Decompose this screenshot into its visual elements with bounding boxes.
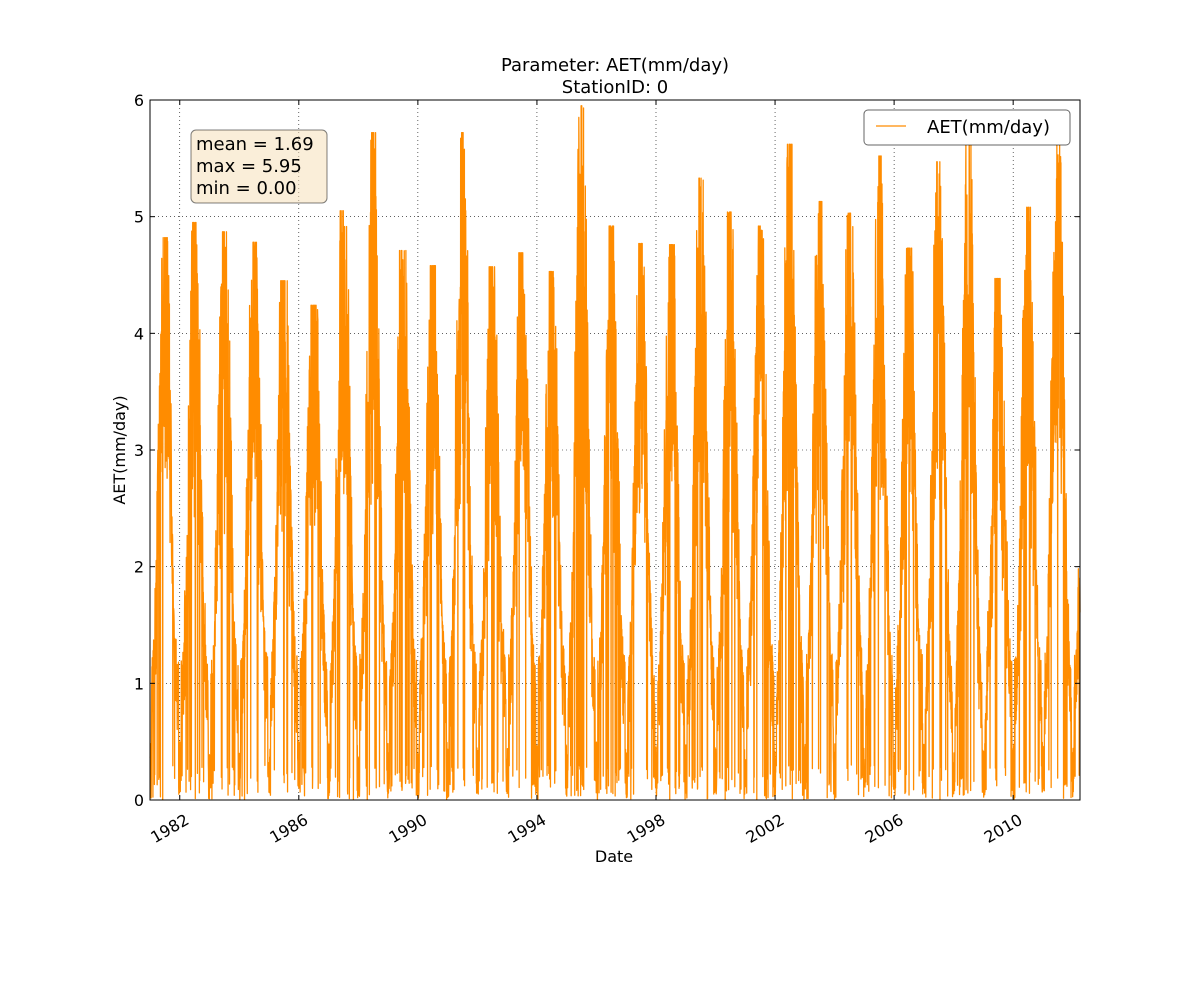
series-aet xyxy=(149,105,1081,801)
aet-series-line xyxy=(149,105,1081,801)
stats-max: max = 5.95 xyxy=(196,156,302,177)
y-axis-label: AET(mm/day) xyxy=(110,395,129,504)
stats-min: min = 0.00 xyxy=(196,178,297,199)
legend: AET(mm/day) xyxy=(863,109,1071,146)
stats-box: mean = 1.69 max = 5.95 min = 0.00 xyxy=(190,129,328,204)
y-tick-label: 3 xyxy=(134,441,144,460)
chart-title: Parameter: AET(mm/day) xyxy=(501,55,729,76)
stats-box-background xyxy=(190,129,328,204)
legend-label: AET(mm/day) xyxy=(927,117,1050,138)
y-tick-label: 5 xyxy=(134,208,144,227)
y-tick-label: 4 xyxy=(134,324,144,343)
y-tick-label: 6 xyxy=(134,91,144,110)
chart-subtitle: StationID: 0 xyxy=(562,77,668,98)
y-tick-label: 2 xyxy=(134,558,144,577)
y-tick-label: 0 xyxy=(134,791,144,810)
legend-box xyxy=(863,109,1071,146)
stats-mean: mean = 1.69 xyxy=(196,134,314,155)
x-axis-label: Date xyxy=(595,847,633,866)
y-tick-label: 1 xyxy=(134,674,144,693)
